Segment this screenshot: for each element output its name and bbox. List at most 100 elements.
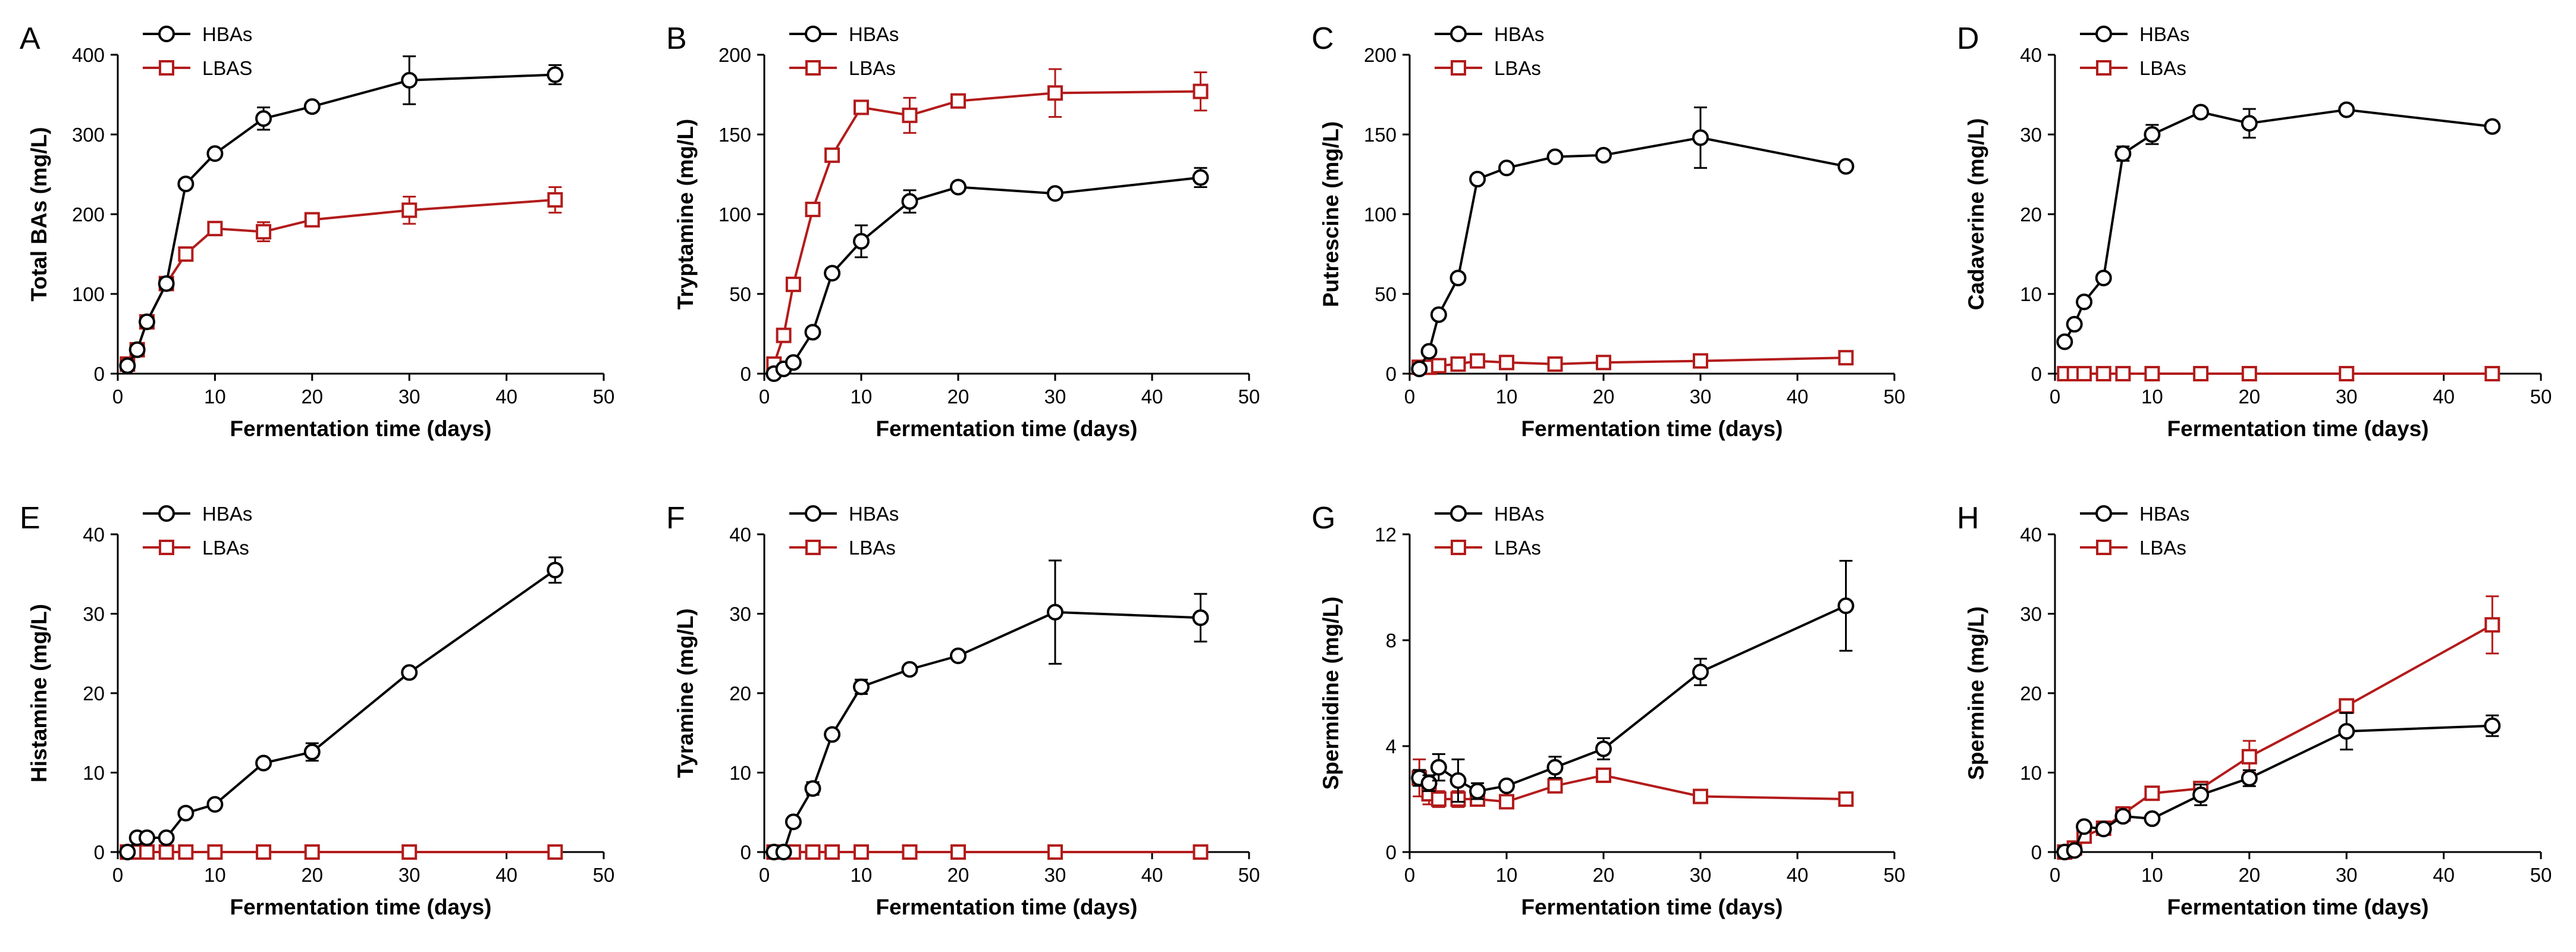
y-tick-label: 0 [94, 363, 105, 385]
data-point [304, 212, 320, 228]
y-tick-label: 100 [72, 283, 105, 305]
data-point [776, 327, 792, 343]
data-point [2144, 810, 2161, 827]
data-point [824, 844, 840, 860]
data-point [119, 844, 136, 860]
data-point [1047, 603, 1063, 621]
y-axis-label: Tyramine (mg/L) [673, 608, 698, 778]
x-tick-label: 0 [759, 386, 770, 408]
data-point [2076, 293, 2093, 311]
panel-A: A 0 10 20 30 40 50 0 100 200 300 400 Fermentation ti… [20, 21, 614, 441]
y-axis-label: Spermidine (mg/L) [1319, 597, 1343, 790]
data-point [2484, 118, 2501, 135]
data-point [1047, 85, 1063, 101]
data-point [1450, 356, 1466, 372]
x-tick-label: 40 [2433, 864, 2455, 886]
data-point [824, 726, 841, 743]
data-point [178, 844, 194, 860]
x-tick-label: 20 [1593, 864, 1615, 886]
data-point [2095, 270, 2112, 287]
data-point [139, 844, 155, 860]
data-point [255, 754, 272, 772]
data-point [2241, 749, 2257, 765]
y-tick-label: 20 [2020, 203, 2042, 226]
y-tick-label: 50 [729, 283, 751, 305]
data-point [1430, 759, 1447, 776]
legend-marker [1450, 26, 1467, 42]
x-tick-label: 20 [301, 386, 323, 408]
data-point [1430, 306, 1447, 323]
data-point [2241, 115, 2258, 132]
y-axis-label: Spermine (mg/L) [1964, 606, 1988, 780]
legend-marker [805, 26, 821, 42]
y-tick-label: 40 [2020, 44, 2042, 66]
data-point [207, 221, 223, 237]
y-tick-label: 30 [2020, 124, 2042, 146]
data-point [2095, 821, 2112, 838]
legend-label: LBAs [1494, 537, 1541, 559]
data-point [304, 844, 320, 860]
x-tick-label: 50 [1884, 864, 1906, 886]
x-tick-label: 0 [759, 864, 770, 886]
series-line-LBAs [773, 90, 1201, 365]
data-point [1047, 844, 1063, 860]
y-tick-label: 0 [1386, 841, 1397, 863]
legend-marker [1451, 540, 1466, 555]
x-tick-label: 0 [1404, 864, 1415, 886]
y-tick-label: 0 [2031, 363, 2042, 385]
x-tick-label: 40 [495, 864, 517, 886]
panel-G: G 0 10 20 30 40 50 0 4 8 12 Fermentation time (days… [1311, 501, 1905, 919]
y-tick-label: 200 [718, 44, 751, 66]
series-line-HBAs [774, 610, 1201, 853]
data-point [2339, 698, 2355, 714]
data-point [401, 71, 418, 89]
data-point [1596, 767, 1611, 783]
data-point [2484, 617, 2500, 633]
y-axis-label: Putrescine (mg/L) [1319, 121, 1343, 308]
legend-marker [159, 60, 174, 76]
data-point [139, 829, 156, 846]
legend-marker [805, 60, 821, 76]
data-point [2339, 366, 2355, 381]
legend-label: HBAs [202, 23, 252, 45]
legend-marker [805, 540, 821, 555]
data-point [1420, 775, 1438, 792]
data-point [1838, 350, 1854, 366]
data-point [2114, 807, 2132, 825]
data-point [2241, 366, 2257, 381]
legend-marker [2096, 540, 2111, 555]
data-point [2193, 366, 2209, 381]
y-tick-label: 300 [72, 124, 105, 146]
y-tick-label: 20 [83, 682, 105, 704]
y-tick-label: 0 [741, 363, 751, 385]
data-point [2241, 769, 2258, 787]
data-point [1449, 772, 1467, 789]
data-point [206, 796, 224, 813]
legend-label: LBAs [1494, 57, 1541, 79]
data-point [119, 357, 136, 374]
legend-marker [1450, 505, 1467, 522]
data-point [2338, 101, 2355, 118]
data-point [128, 341, 146, 358]
data-point [158, 275, 175, 292]
x-axis-label: Fermentation time (days) [230, 895, 492, 919]
x-tick-label: 30 [1690, 386, 1712, 408]
x-tick-label: 20 [2238, 386, 2260, 408]
data-point [139, 313, 156, 330]
data-point [1193, 844, 1209, 860]
data-point [950, 647, 967, 665]
legend-label: LBAS [202, 57, 252, 79]
x-tick-label: 20 [301, 864, 323, 886]
data-point [1449, 270, 1467, 287]
y-tick-label: 200 [1364, 44, 1397, 66]
data-point [255, 110, 272, 127]
x-tick-label: 40 [1787, 864, 1809, 886]
legend-label: LBAs [2139, 537, 2186, 559]
x-tick-label: 0 [112, 386, 123, 408]
y-tick-label: 20 [729, 682, 751, 704]
data-point [1498, 777, 1515, 794]
data-point [207, 844, 223, 860]
data-point [177, 176, 194, 193]
